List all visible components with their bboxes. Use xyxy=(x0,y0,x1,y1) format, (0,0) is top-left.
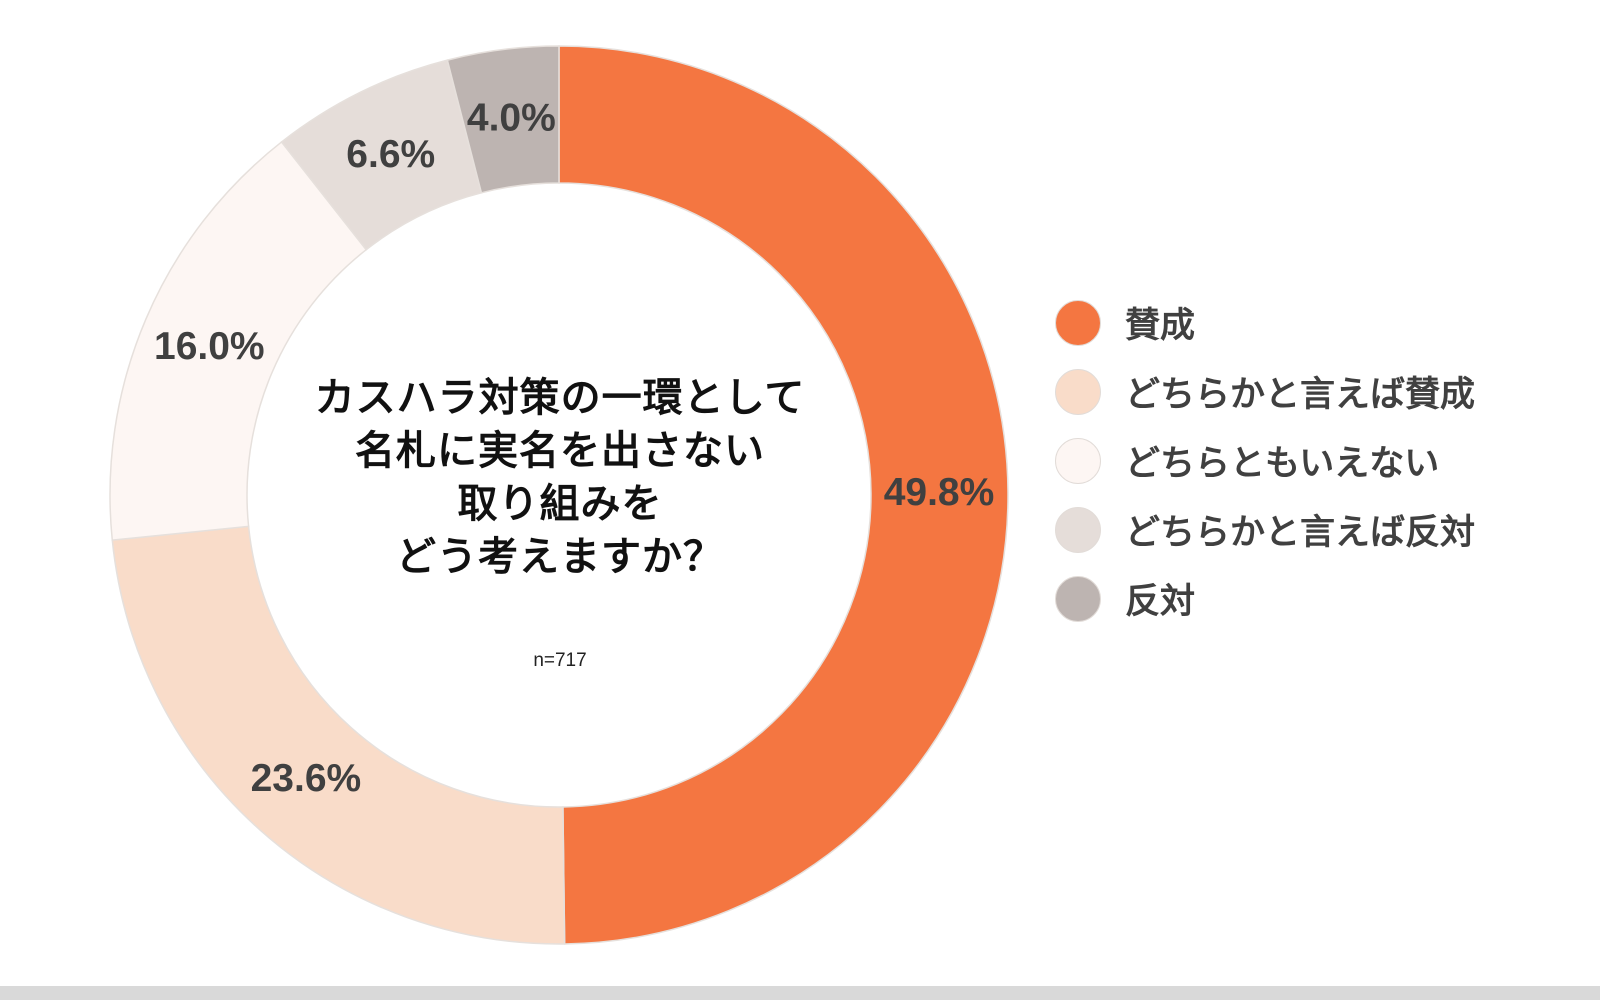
legend-swatch-disagree xyxy=(1055,575,1101,622)
legend-swatch-somewhat-agree xyxy=(1055,368,1101,415)
legend-label-somewhat-agree: どちらかと言えば賛成 xyxy=(1125,375,1476,415)
title-line-4: どう考えますか？ xyxy=(396,534,724,580)
legend-item-agree: 賛成 xyxy=(1055,288,1475,357)
bottom-border xyxy=(0,986,1600,1000)
title-line-1: カスハラ対策の一環として xyxy=(314,375,806,421)
legend-label-disagree: 反対 xyxy=(1125,582,1196,622)
legend-label-neutral: どちらともいえない xyxy=(1125,444,1440,484)
data-label-agree: 49.8% xyxy=(884,471,995,514)
legend-label-agree: 賛成 xyxy=(1125,306,1196,346)
data-label-neutral: 16.0% xyxy=(154,325,265,368)
legend-swatch-neutral xyxy=(1055,437,1101,484)
title-line-2: 名札に実名を出さない xyxy=(355,428,765,474)
legend-item-neutral: どちらともいえない xyxy=(1055,426,1475,495)
chart-title: カスハラ対策の一環として 名札に実名を出さない 取り組みを どう考えますか？ xyxy=(300,372,820,584)
legend: 賛成 どちらかと言えば賛成 どちらともいえない どちらかと言えば反対 反対 xyxy=(1055,288,1475,633)
data-label-disagree: 4.0% xyxy=(467,96,556,139)
data-label-somewhat-agree: 23.6% xyxy=(251,757,362,800)
sample-size: n=717 xyxy=(533,650,587,671)
data-label-somewhat-disagree: 6.6% xyxy=(346,133,435,176)
slice-agree xyxy=(558,45,1009,945)
legend-item-disagree: 反対 xyxy=(1055,564,1475,633)
slice-somewhat-agree xyxy=(111,525,566,945)
legend-item-somewhat-agree: どちらかと言えば賛成 xyxy=(1055,357,1475,426)
legend-item-somewhat-disagree: どちらかと言えば反対 xyxy=(1055,495,1475,564)
legend-label-somewhat-disagree: どちらかと言えば反対 xyxy=(1125,513,1476,553)
legend-swatch-agree xyxy=(1055,299,1101,346)
legend-swatch-somewhat-disagree xyxy=(1055,506,1101,553)
title-line-3: 取り組みを xyxy=(457,481,663,527)
slice-disagree xyxy=(446,45,560,194)
